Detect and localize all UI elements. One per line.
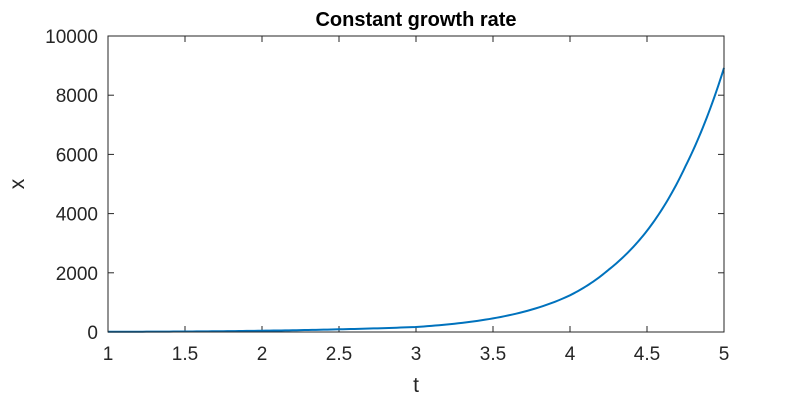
x-tick-label: 4.5 — [634, 344, 660, 365]
x-axis-label: t — [413, 374, 419, 397]
x-tick-label: 4 — [565, 344, 576, 365]
y-axis-label: x — [6, 178, 29, 189]
plot-box — [107, 35, 725, 333]
y-tick-label: 0 — [87, 323, 98, 344]
x-tick-label: 1 — [103, 344, 114, 365]
y-tick-label: 10000 — [45, 27, 98, 48]
x-tick-label: 2.5 — [326, 344, 352, 365]
x-tick-label: 3.5 — [480, 344, 506, 365]
x-axis: 1 1.5 2 2.5 3 3.5 4 4.5 5 — [103, 36, 730, 365]
plot-area — [108, 36, 724, 332]
y-tick-label: 4000 — [56, 205, 98, 226]
y-tick-label: 8000 — [56, 86, 98, 107]
y-axis: 0 2000 4000 6000 8000 10000 — [45, 27, 724, 344]
x-tick-label: 1.5 — [172, 344, 198, 365]
x-tick-label: 3 — [411, 344, 422, 365]
y-tick-label: 2000 — [56, 264, 98, 285]
chart-title: Constant growth rate — [315, 9, 516, 31]
x-tick-label: 5 — [719, 344, 730, 365]
series-line — [107, 67, 725, 333]
x-tick-label: 2 — [257, 344, 268, 365]
series-group — [107, 67, 725, 333]
y-tick-label: 6000 — [56, 145, 98, 166]
